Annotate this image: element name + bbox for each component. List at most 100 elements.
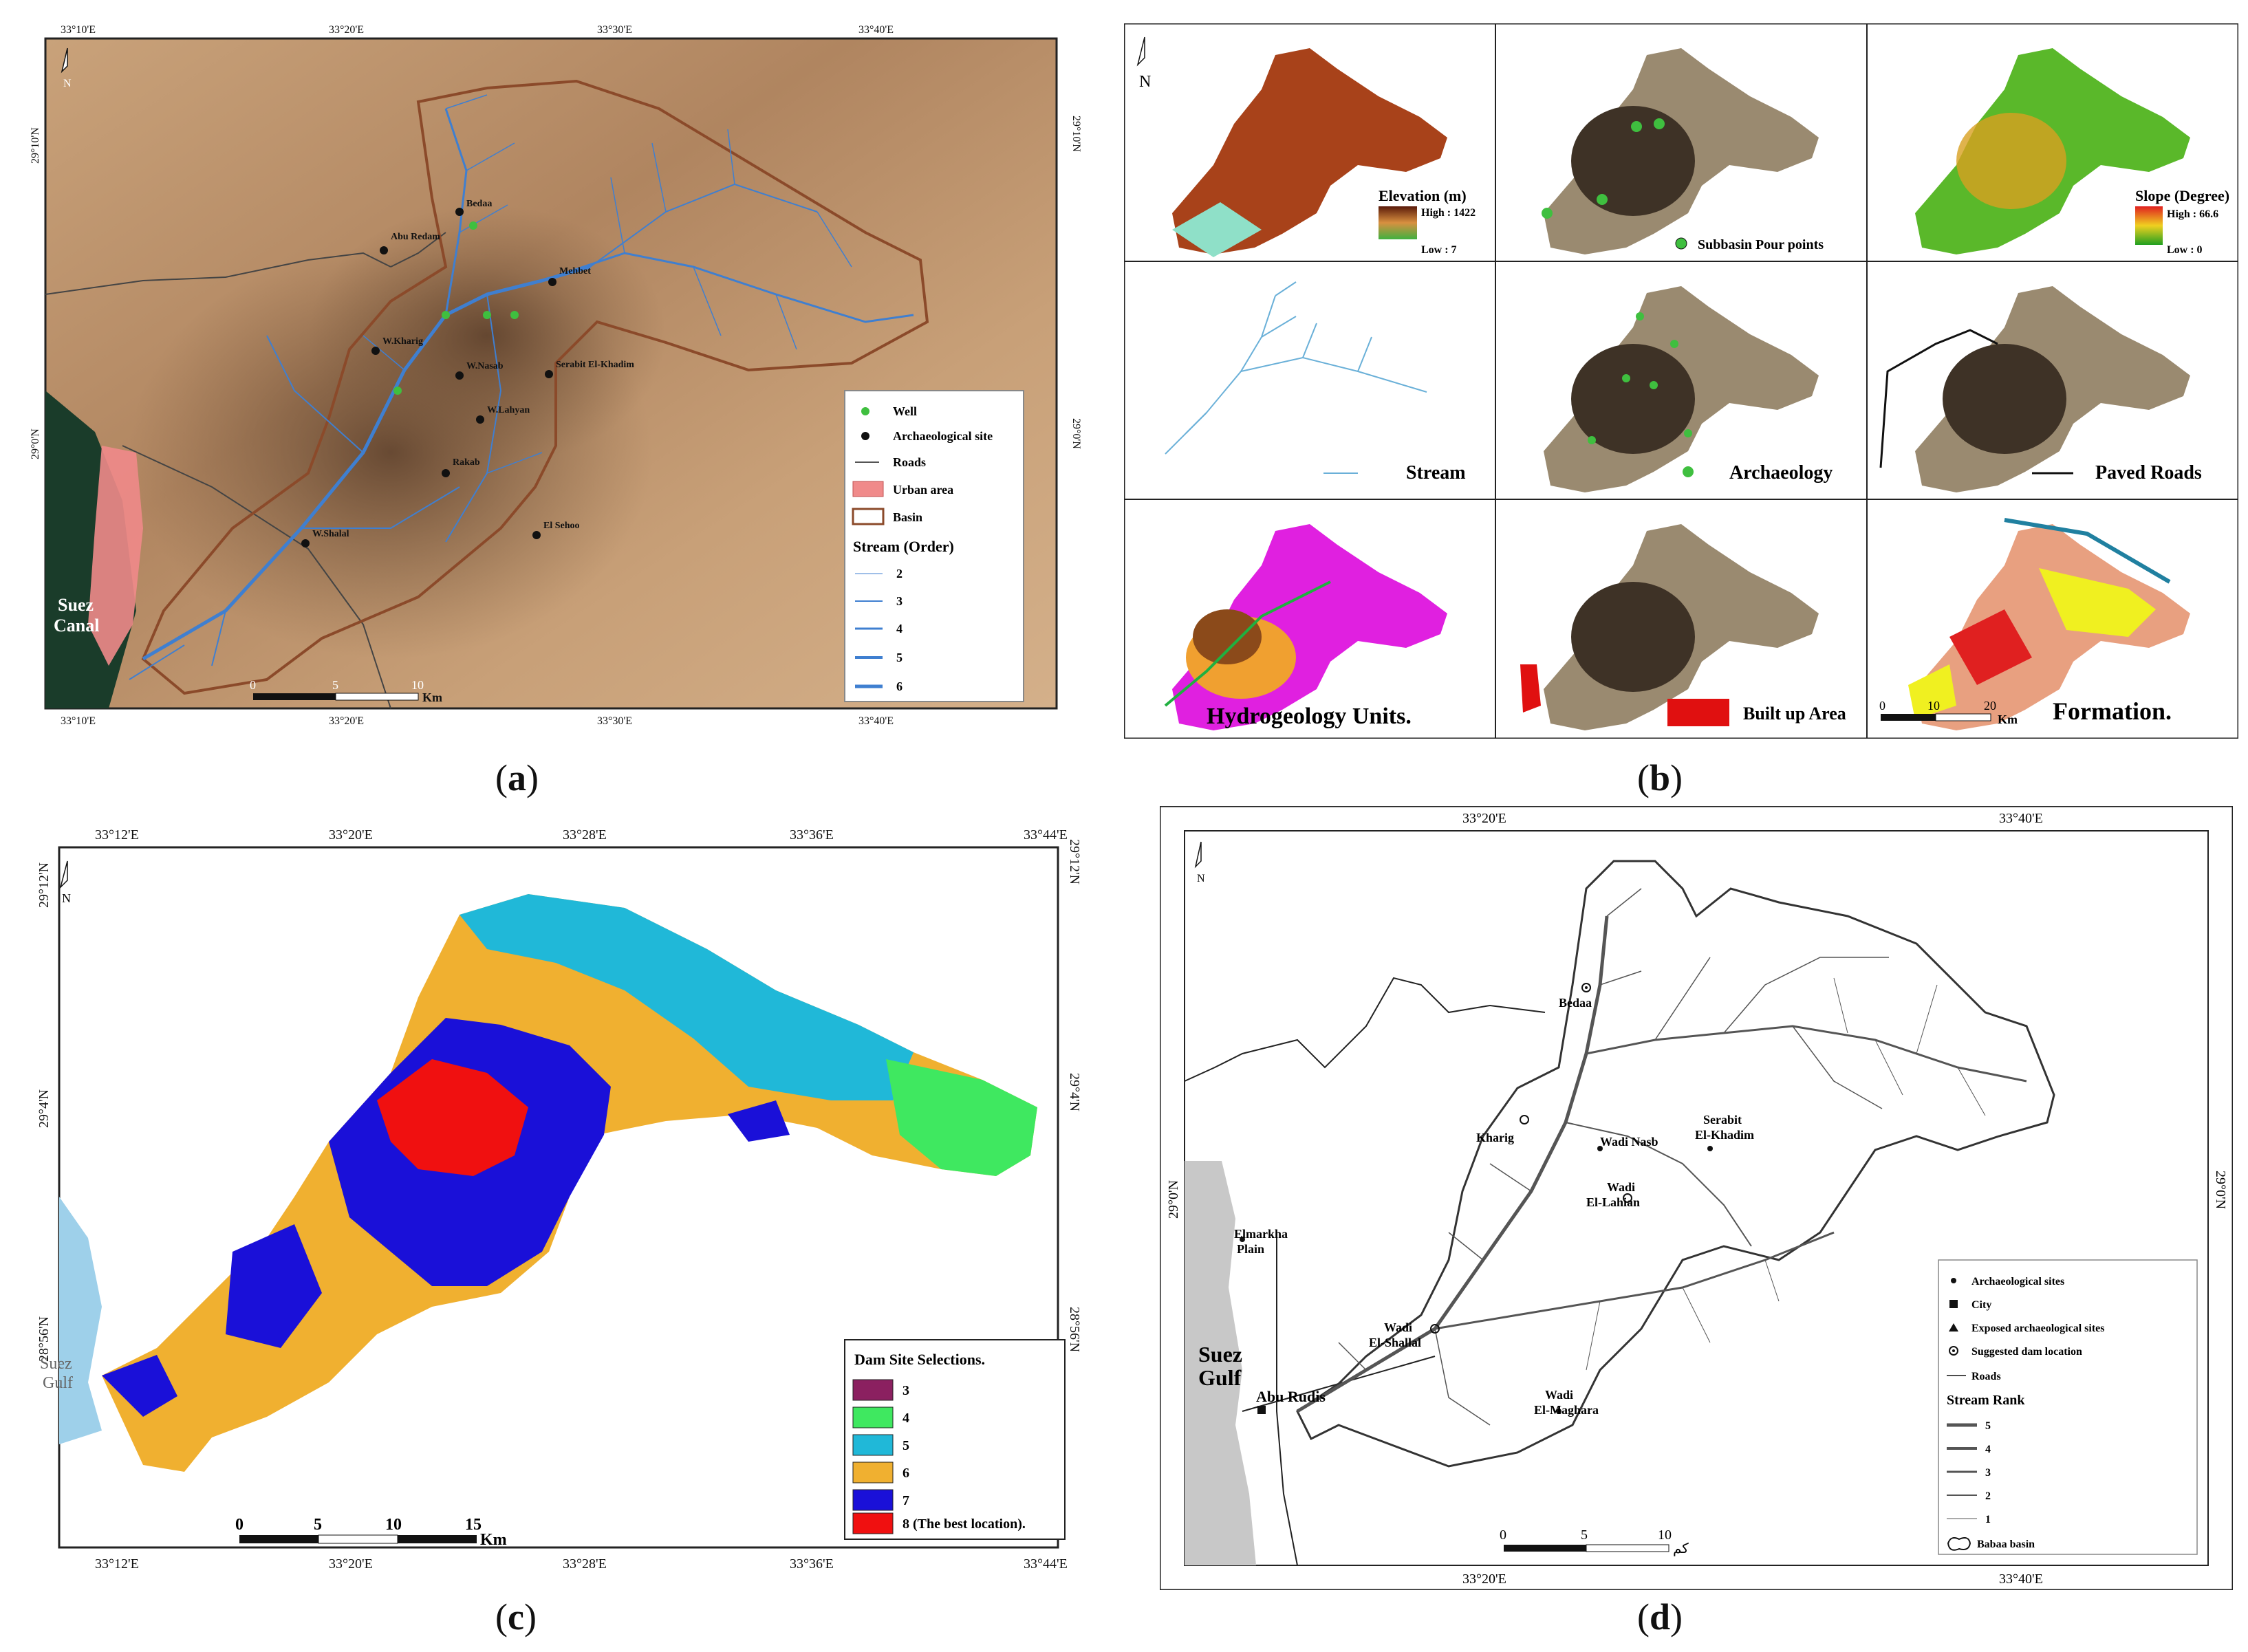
place-abu-rudis: Abu Rudis [1256, 1388, 1326, 1405]
sea-label-c: Suez [40, 1355, 72, 1373]
cell-subbasin: Subbasin Pour points [1542, 48, 1824, 254]
legend-basin: Basin [893, 510, 922, 524]
wells [393, 221, 519, 395]
archaeological-sites: Bedaa Abu Redam Mehbet W.Kharig W.Nasab … [301, 199, 634, 547]
panel-c: Suez Gulf N 33°12'E 33°20'E 33°28'E 33°3… [6, 812, 1106, 1582]
svg-text:33°12'E: 33°12'E [95, 827, 139, 843]
panel-a-map: Bedaa Abu Redam Mehbet W.Kharig W.Nasab … [6, 6, 1106, 755]
svg-text:20: 20 [1984, 699, 1996, 713]
svg-text:3: 3 [1985, 1467, 1991, 1479]
sea-label-c-2: Gulf [43, 1374, 73, 1392]
svg-text:2: 2 [896, 567, 903, 580]
svg-text:10: 10 [1658, 1528, 1672, 1543]
svg-text:5: 5 [332, 678, 338, 692]
place-maghara: Wadi [1545, 1388, 1573, 1402]
svg-text:Low : 7: Low : 7 [1421, 244, 1457, 256]
caption-d: (d) [1637, 1596, 1683, 1638]
svg-text:33°36'E: 33°36'E [790, 827, 834, 843]
place-elmarkha-2: Plain [1237, 1242, 1264, 1256]
svg-text:2: 2 [1985, 1490, 1991, 1502]
svg-text:Elevation (m): Elevation (m) [1379, 187, 1467, 204]
north-arrow-d: N [1194, 841, 1205, 884]
site-label-mehbet: Mehbet [559, 266, 591, 276]
graticule-labels-d: 33°20'E 33°40'E 33°20'E 33°40'E 29°0'N 2… [1166, 811, 2228, 1587]
scale-bar-b: 0 10 20 Km [1879, 699, 2018, 726]
cell-archaeology: Archaeology [1544, 286, 1833, 492]
svg-text:3: 3 [896, 594, 903, 608]
svg-text:5: 5 [1985, 1420, 1991, 1432]
legend-stream-title: Stream (Order) [853, 538, 954, 555]
svg-text:33°36'E: 33°36'E [790, 1556, 834, 1572]
svg-text:33°20'E: 33°20'E [329, 827, 373, 843]
svg-text:Hydrogeology Units.: Hydrogeology Units. [1207, 704, 1412, 729]
svg-text:N: N [63, 78, 72, 89]
svg-text:Km: Km [1998, 713, 2018, 726]
panel-b: N Elevation (m) High : 1422 Low : 7 Subb… [1123, 22, 2240, 740]
svg-text:10: 10 [1927, 699, 1940, 713]
svg-text:4: 4 [896, 622, 903, 635]
panel-c-map: Suez Gulf N 33°12'E 33°20'E 33°28'E 33°3… [6, 812, 1106, 1582]
svg-text:5: 5 [903, 1438, 909, 1453]
panel-a: Bedaa Abu Redam Mehbet W.Kharig W.Nasab … [6, 6, 1106, 755]
svg-text:33°12'E: 33°12'E [95, 1556, 139, 1572]
svg-text:7: 7 [903, 1493, 909, 1508]
site-label-w-shalal: W.Shalal [312, 529, 349, 539]
place-wadi-nasb: Wadi Nasb [1600, 1135, 1658, 1149]
sea-label-2: Canal [54, 616, 99, 635]
basin-boundary-d [1296, 860, 2055, 1468]
svg-text:5: 5 [314, 1516, 322, 1534]
svg-text:33°20'E: 33°20'E [329, 715, 364, 727]
svg-text:33°40'E: 33°40'E [1999, 811, 2043, 826]
svg-text:Low : 0: Low : 0 [2167, 244, 2203, 256]
svg-text:10: 10 [411, 678, 424, 692]
svg-text:33°20'E: 33°20'E [1462, 811, 1506, 826]
svg-text:29°10'N: 29°10'N [30, 127, 41, 164]
sea-label: Suez [58, 595, 94, 615]
sea-label-d-2: Gulf [1198, 1365, 1242, 1390]
basin-boundary [141, 79, 929, 695]
legend-dam: Suggested dam location [1971, 1346, 2082, 1358]
site-label-serabit: Serabit El-Khadim [556, 360, 634, 370]
svg-text:33°44'E: 33°44'E [1024, 1556, 1068, 1572]
svg-text:6: 6 [903, 1466, 909, 1481]
svg-text:Paved Roads: Paved Roads [2095, 462, 2202, 483]
svg-text:0: 0 [1500, 1528, 1506, 1543]
scale-bar: 0 5 10 Km [250, 678, 442, 704]
place-maghara-2: El-Maghara [1534, 1403, 1599, 1417]
place-serabit: Serabit [1703, 1113, 1742, 1127]
svg-text:0: 0 [250, 678, 256, 692]
svg-text:5: 5 [896, 651, 903, 664]
stream-network [129, 94, 914, 680]
panel-d: Suez Gulf Bedaa Kharig Wadi Nasb Serabit… [1158, 805, 2234, 1591]
svg-text:N: N [1139, 73, 1151, 91]
svg-text:33°20'E: 33°20'E [329, 1556, 373, 1572]
place-shallal: Wadi [1384, 1320, 1412, 1334]
road-line [45, 232, 446, 295]
svg-text:33°28'E: 33°28'E [563, 1556, 607, 1572]
svg-text:33°30'E: 33°30'E [597, 24, 632, 36]
sea-label-d: Suez [1198, 1342, 1242, 1367]
place-lahian: Wadi [1607, 1180, 1635, 1194]
cell-slope: Slope (Degree) High : 66.6 Low : 0 [1915, 48, 2229, 256]
north-arrow: N [61, 47, 72, 89]
svg-text:29°0'N: 29°0'N [1166, 1180, 1181, 1219]
svg-text:0: 0 [235, 1516, 244, 1534]
legend-roads-d: Roads [1971, 1371, 2001, 1382]
caption-a: (a) [495, 757, 539, 798]
svg-text:33°40'E: 33°40'E [858, 24, 894, 36]
svg-text:33°44'E: 33°44'E [1024, 827, 1068, 843]
cell-built-up: Built up Area [1520, 524, 1846, 730]
legend-well: Well [893, 404, 917, 418]
svg-text:29°4'N: 29°4'N [36, 1089, 52, 1128]
north-arrow-b: N [1136, 36, 1151, 91]
svg-text:29°12'N: 29°12'N [1067, 839, 1082, 884]
svg-text:N: N [62, 891, 71, 905]
svg-text:4: 4 [1985, 1444, 1991, 1455]
site-label-bedaa: Bedaa [466, 199, 492, 209]
legend-city: City [1971, 1299, 1991, 1311]
caption-b: (b) [1637, 757, 1683, 798]
site-label-w-kharig: W.Kharig [382, 336, 423, 347]
svg-text:33°28'E: 33°28'E [563, 827, 607, 843]
graticule-labels: 33°10'E 33°20'E 33°30'E 33°40'E 33°10'E … [30, 24, 1082, 727]
svg-text:33°40'E: 33°40'E [1999, 1572, 2043, 1587]
